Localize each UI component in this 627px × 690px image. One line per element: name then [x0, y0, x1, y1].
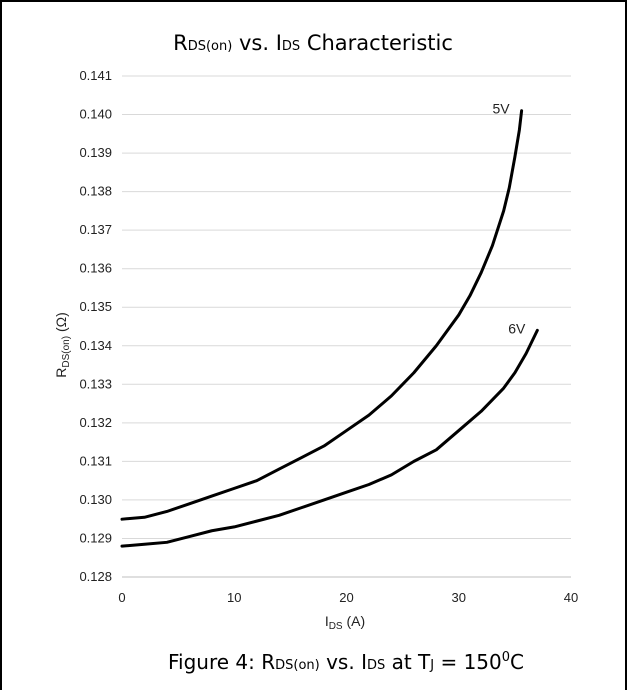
series-line-5v	[120, 109, 524, 521]
y-tick-label: 0.131	[79, 453, 112, 468]
y-axis-label: RDS(on) (Ω)	[53, 312, 72, 378]
y-tick-label: 0.138	[79, 184, 112, 199]
y-tick-labels: 0.128 0.129 0.130 0.131 0.132 0.133 0.134 0.135…	[79, 68, 112, 584]
y-tick-label: 0.140	[79, 107, 112, 122]
x-axis-label: IDS (A)	[325, 613, 365, 632]
grid-lines	[122, 75, 571, 539]
y-tick-label: 0.135	[79, 299, 112, 314]
series-line-6v	[120, 328, 539, 548]
y-tick-label: 0.130	[79, 492, 112, 507]
series-label-6v: 6V	[508, 320, 526, 336]
x-tick-label: 10	[227, 590, 241, 605]
figure-caption: Figure 4: RDS(on) vs. IDS at TJ = 1500C	[168, 650, 524, 674]
x-tick-label: 20	[339, 590, 353, 605]
series-lines	[120, 109, 539, 548]
x-tick-label: 30	[452, 590, 466, 605]
x-tick-label: 0	[118, 590, 125, 605]
y-tick-label: 0.137	[79, 222, 112, 237]
y-tick-label: 0.129	[79, 530, 112, 545]
y-tick-label: 0.139	[79, 145, 112, 160]
x-tick-labels: 0 10 20 30 40	[118, 590, 578, 605]
y-tick-label: 0.136	[79, 261, 112, 276]
y-tick-label: 0.141	[79, 68, 112, 83]
x-tick-label: 40	[564, 590, 578, 605]
series-labels: 5V 6V	[492, 101, 526, 337]
y-tick-label: 0.133	[79, 376, 112, 391]
chart-title: RDS(on) vs. IDS Characteristic	[173, 31, 453, 55]
series-label-5v: 5V	[492, 101, 510, 117]
y-tick-label: 0.132	[79, 415, 112, 430]
y-tick-label: 0.134	[79, 338, 112, 353]
y-tick-label: 0.128	[79, 569, 112, 584]
